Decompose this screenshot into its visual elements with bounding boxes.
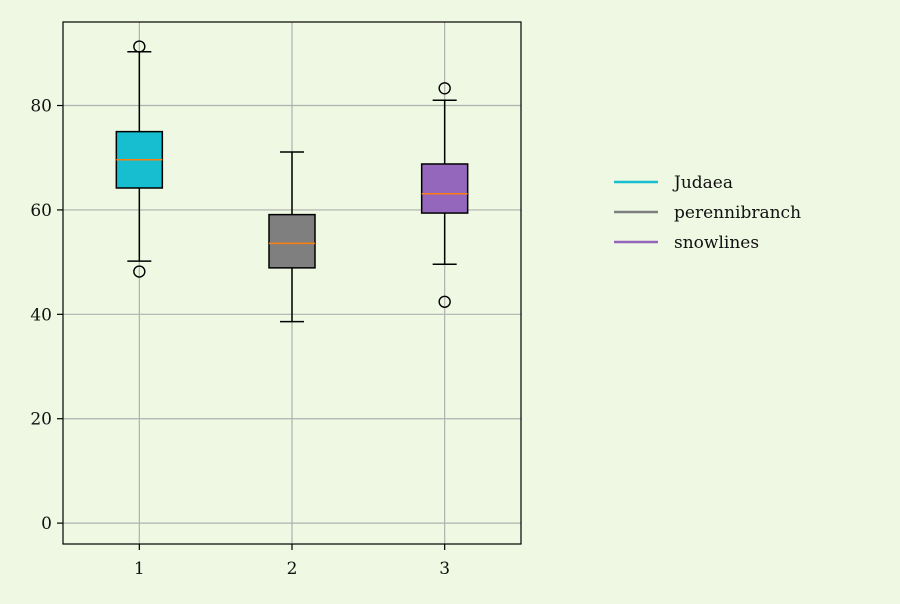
box-snowlines: [420, 82, 469, 308]
y-tick-label: 80: [30, 97, 52, 117]
legend-label: Judaea: [672, 173, 733, 193]
plot-area: [115, 40, 469, 323]
legend-label: perennibranch: [674, 203, 801, 223]
outlier-point: [133, 40, 146, 53]
outlier-point: [133, 265, 146, 278]
y-tick-label: 0: [41, 514, 52, 534]
legend: Judaea perennibranch snowlines: [614, 173, 801, 253]
legend-item-judaea: Judaea: [614, 173, 733, 193]
y-tick-label: 20: [30, 410, 52, 430]
legend-item-perennibranch: perennibranch: [614, 203, 801, 223]
axis-ticks: 0 20 40 60 80 1 2 3: [30, 97, 450, 579]
x-tick-label: 2: [287, 559, 298, 579]
x-tick-label: 1: [134, 559, 145, 579]
iqr-box: [268, 213, 316, 269]
x-tick-label: 3: [439, 559, 450, 579]
iqr-box: [420, 163, 469, 214]
box-perennibranch: [268, 151, 316, 323]
box-judaea: [115, 40, 164, 278]
outlier-point: [438, 295, 451, 308]
y-tick-label: 60: [30, 201, 52, 221]
outlier-point: [438, 82, 451, 95]
legend-item-snowlines: snowlines: [614, 233, 759, 253]
y-tick-label: 40: [30, 305, 52, 325]
legend-label: snowlines: [674, 233, 759, 253]
